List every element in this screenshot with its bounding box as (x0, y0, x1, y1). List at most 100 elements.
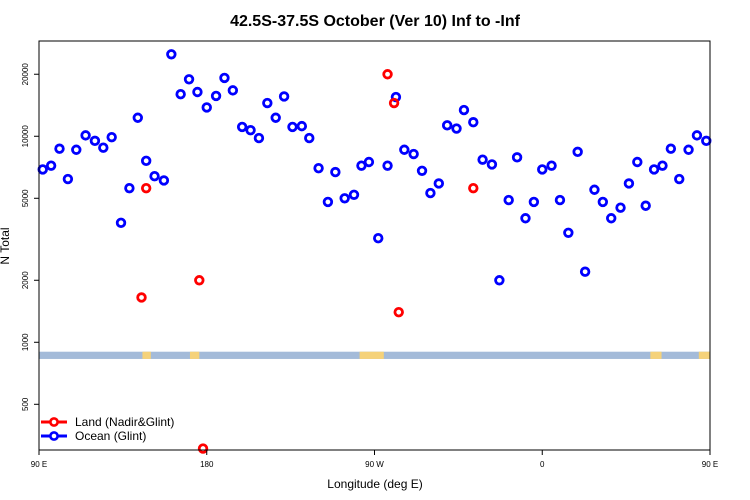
ocean-point (597, 196, 609, 208)
ocean-point (348, 189, 360, 200)
ocean-point (579, 266, 591, 277)
ocean-point (503, 194, 514, 206)
y-tick-label: 10000 (21, 125, 30, 148)
ocean-point (253, 132, 265, 144)
ocean-point (458, 104, 470, 116)
x-tick-label: 180 (200, 460, 214, 469)
ocean-point (140, 155, 152, 167)
x-tick-label: 0 (540, 460, 545, 469)
ocean-point (441, 120, 453, 131)
ocean-point (425, 187, 436, 199)
ocean-point (89, 135, 101, 147)
ocean-point (701, 135, 712, 147)
x-tick-label: 90 W (365, 460, 384, 469)
data-points (37, 49, 712, 454)
land-segment (189, 351, 200, 359)
ocean-point (572, 146, 583, 158)
ocean-point (278, 91, 290, 102)
ocean-point (124, 182, 135, 194)
x-tick-label: 90 E (702, 460, 718, 469)
ocean-point (219, 72, 230, 84)
y-tick-label: 1000 (21, 333, 30, 351)
ocean-point (98, 142, 109, 153)
ocean-point (546, 160, 557, 171)
ocean-point (657, 160, 668, 171)
land-point (136, 292, 147, 303)
ocean-point (665, 143, 677, 154)
ocean-point (399, 144, 410, 155)
ocean-point (106, 131, 117, 143)
ocean-point (227, 85, 239, 96)
ocean-point (183, 74, 195, 85)
ocean-point (528, 196, 540, 208)
ocean-point (363, 156, 375, 168)
ocean-point (674, 173, 685, 185)
land-ocean-band (39, 351, 710, 359)
ocean-point (408, 148, 419, 160)
ocean-point (494, 275, 505, 286)
legend-land-label: Land (Nadir&Glint) (75, 415, 174, 429)
chart-title: 42.5S-37.5S October (Ver 10) Inf to -Inf (230, 13, 521, 30)
ocean-point (563, 227, 574, 238)
land-segment (142, 351, 151, 359)
ocean-point (236, 121, 248, 133)
ocean-point (115, 217, 127, 229)
ocean-point (71, 144, 82, 155)
ocean-point (54, 143, 65, 154)
ocean-point (270, 112, 281, 123)
ocean-point (416, 165, 428, 176)
y-tick-label: 500 (21, 397, 30, 411)
land-point (468, 182, 479, 194)
land-point (197, 443, 209, 454)
y-axis: 500 1000 2000 5000 10000 20000 (21, 63, 39, 411)
ocean-point (477, 154, 488, 165)
legend-ocean-label: Ocean (Glint) (75, 429, 146, 443)
ocean-point (683, 144, 694, 155)
ocean-point (37, 164, 48, 175)
ocean-point (623, 178, 635, 189)
ocean-point (287, 121, 298, 133)
x-axis-label: Longitude (deg E) (327, 477, 422, 491)
ocean-point (486, 159, 498, 170)
ocean-point (373, 233, 384, 244)
land-point (393, 306, 404, 318)
ocean-point (313, 162, 324, 174)
ocean-point (330, 166, 341, 178)
ocean-point (648, 164, 660, 175)
y-tick-label: 5000 (21, 189, 30, 207)
ocean-point (304, 132, 315, 144)
ocean-point (640, 200, 651, 211)
land-segment (359, 351, 384, 359)
ocean-point (175, 89, 186, 100)
ocean-point (382, 160, 393, 171)
ocean-point (166, 49, 177, 60)
land-point (140, 182, 152, 194)
x-axis: 90 E 180 90 W 0 90 E (31, 450, 718, 469)
ocean-point (245, 125, 256, 136)
ocean-point (468, 117, 479, 128)
land-segment (698, 351, 710, 359)
ocean-point (520, 213, 531, 224)
ocean-point (339, 193, 350, 204)
ocean-point (554, 194, 566, 206)
ocean-point (511, 152, 523, 163)
ocean-point (615, 202, 626, 213)
ocean-point (210, 90, 222, 102)
ocean-point (262, 97, 273, 109)
ocean-point (322, 196, 334, 208)
ocean-point (433, 178, 445, 189)
legend: Land (Nadir&Glint) Ocean (Glint) (41, 415, 174, 443)
legend-land-marker (49, 417, 59, 427)
ocean-point (451, 123, 462, 134)
ocean-point (632, 156, 643, 168)
ocean-point (201, 102, 212, 113)
land-segment (650, 351, 662, 359)
land-point (382, 69, 393, 80)
land-point (194, 275, 205, 286)
ocean-point (80, 130, 91, 141)
y-axis-label: N Total (0, 227, 12, 264)
ocean-point (691, 130, 703, 141)
land-point (388, 97, 400, 109)
ocean-point (192, 86, 203, 98)
